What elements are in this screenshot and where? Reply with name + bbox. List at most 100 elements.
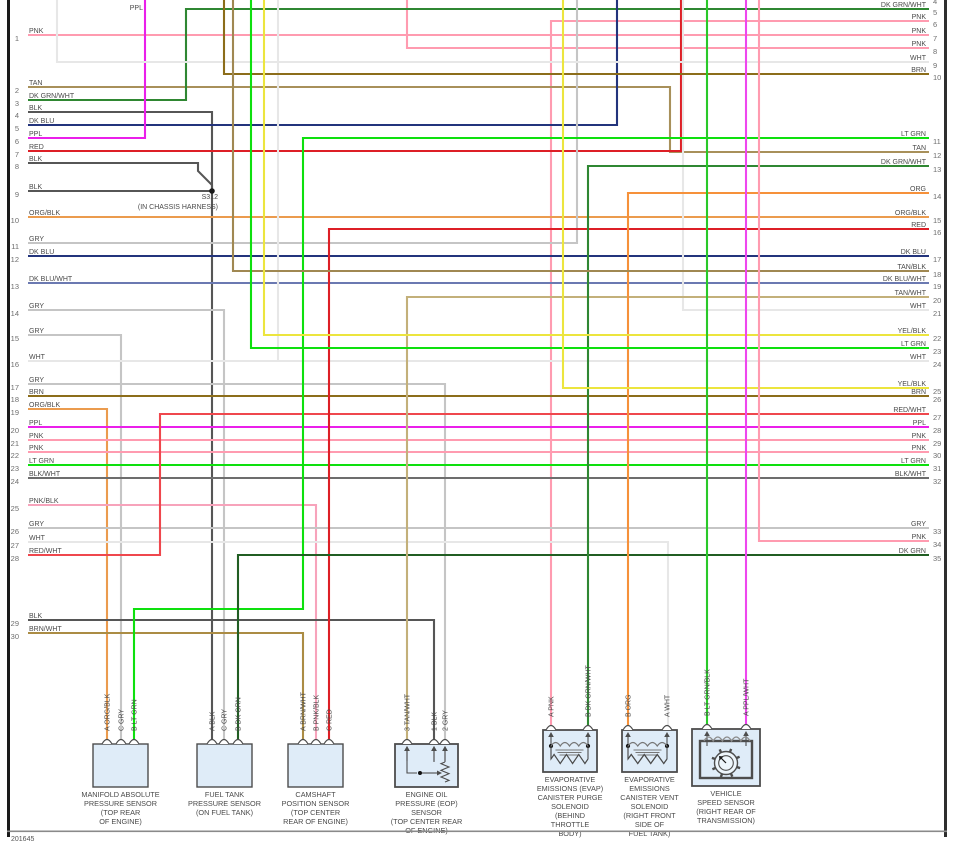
left-wire-color-label: DK BLU (29, 249, 54, 256)
component-caption-line: BODY) (558, 829, 581, 838)
component-caption-line: SENSOR (411, 808, 442, 817)
splice-note: (IN CHASSIS HARNESS) (138, 204, 218, 211)
connector-pin-arc (582, 724, 594, 731)
left-wire-color-label: BLK (29, 105, 43, 112)
connector-pin-arc (401, 738, 413, 745)
right-pin-number: 29 (933, 439, 941, 448)
right-wire-color-label: PPL (913, 420, 926, 427)
right-wire-color-label: DK GRN/WHT (881, 159, 927, 166)
left-wire-color-label: GRY (29, 236, 44, 243)
gear-tooth (711, 766, 717, 771)
border-right (944, 0, 947, 837)
left-wire-color-label: TAN (29, 80, 42, 87)
left-pin-number: 19 (11, 408, 19, 417)
resistor-zigzag-icon (627, 753, 668, 765)
wire-blk (28, 161, 214, 191)
right-pin-number: 28 (933, 426, 941, 435)
right-wire-color-label: PNK (912, 534, 927, 541)
pin-label: B LT GRN/BLK (705, 669, 712, 716)
connector-pin-arc (701, 723, 713, 730)
component-caption-line: (RIGHT REAR OF (696, 807, 756, 816)
component-caption-line: FUEL TANK (205, 790, 244, 799)
right-pin-number: 16 (933, 228, 941, 237)
pin-label: A PNK (549, 696, 556, 717)
page-border: 201645 (7, 0, 947, 843)
left-wire-color-label: PNK (29, 433, 44, 440)
pin-label: C GRY (222, 709, 229, 731)
pin-label: B DK GRN (236, 697, 243, 731)
left-wire-color-label: BLK (29, 613, 43, 620)
right-wire-color-label: BLK/WHT (895, 471, 927, 478)
component-caption-line: FUEL TANK) (629, 829, 671, 838)
right-pin-number: 24 (933, 360, 941, 369)
right-wire-color-label: ORG (910, 186, 926, 193)
right-pin-number: 20 (933, 296, 941, 305)
right-wire-color-label: RED (911, 222, 926, 229)
connector-pin-arc (310, 738, 322, 745)
left-pin-number: 15 (11, 334, 19, 343)
right-wire-color-label: DK GRN (899, 548, 926, 555)
component-manifold-absolute-pressure-sensor: A ORG/BLK C GRY B LT GRN MANIFOLD ABSOLUTEP… (81, 693, 159, 826)
connector-pin-arc (661, 724, 673, 731)
pin-label: 1 BLK (432, 712, 439, 731)
left-pin-number: 24 (11, 477, 19, 486)
left-wire-color-label: WHT (29, 354, 46, 361)
component-caption-line: EMISSIONS (EVAP) (537, 784, 603, 793)
right-pin-number: 23 (933, 347, 941, 356)
right-wire-color-label: TAN/BLK (897, 264, 926, 271)
right-wire-color-label: DK BLU (901, 249, 926, 256)
right-pin-number: 4 (933, 0, 937, 6)
pin-label: 3 TAN/WHT (405, 693, 412, 731)
right-pin-number: 7 (933, 34, 937, 43)
pin-label: B PNK/BLK (314, 694, 321, 731)
wire-dk-grn (236, 553, 929, 745)
wire-ppl (28, 0, 147, 140)
pin-label: C RED (327, 709, 334, 731)
wire-tan-wht (405, 295, 929, 745)
pin-label: B ORG (626, 694, 633, 717)
wire-pnk (549, 19, 929, 731)
left-pin-number: 25 (11, 504, 19, 513)
left-pin-number: 21 (11, 439, 19, 448)
right-pin-number: 25 (933, 387, 941, 396)
left-pin-number: 3 (15, 99, 19, 108)
arrowhead-icon (548, 732, 554, 737)
gear-tooth (729, 772, 734, 778)
splice-s312: S312 (IN CHASSIS HARNESS) (138, 188, 218, 211)
arrowhead-icon (704, 731, 710, 736)
right-pin-number: 31 (933, 464, 941, 473)
component-caption-line: PRESSURE SENSOR (84, 799, 157, 808)
left-wire-color-label: GRY (29, 328, 44, 335)
right-pin-number: 15 (933, 216, 941, 225)
right-wire-color-label: WHT (910, 303, 927, 310)
left-pin-number: 18 (11, 395, 19, 404)
arrowhead-icon (664, 732, 670, 737)
component-caption-line: THROTTLE (551, 820, 590, 829)
component-caption-line: SPEED SENSOR (697, 798, 755, 807)
left-pin-number: 17 (11, 383, 19, 392)
potentiometer-icon (439, 761, 451, 783)
component-caption-line: SIDE OF (635, 820, 665, 829)
wire-wht (55, 0, 929, 64)
pin-label: B LT GRN (132, 699, 139, 731)
coil-icon (550, 741, 589, 748)
connector-pin-arc (622, 724, 634, 731)
left-wire-color-label: PNK/BLK (29, 498, 59, 505)
footer-diagram-code: 201645 (11, 836, 34, 843)
left-pin-number: 7 (15, 150, 19, 159)
right-wire-color-label: LT GRN (901, 458, 926, 465)
left-wire-color-label: BRN/WHT (29, 626, 62, 633)
left-wire-color-label: PNK (29, 28, 44, 35)
left-pin-number: 22 (11, 451, 19, 460)
connector-pin-arc (218, 738, 230, 745)
coil-icon (627, 741, 668, 748)
wire-pnk-blk (28, 503, 318, 745)
gear-tooth (736, 765, 741, 770)
left-wire-color-label: RED (29, 144, 44, 151)
wire-dk-grn-wht (28, 7, 929, 102)
left-pin-column: 1 PNK 2 TAN 3 DK GRN/WHT 4 BLK 5 DK BLU 6 PPL 7 RED 8 B… (11, 28, 75, 641)
left-wire-color-label: GRY (29, 303, 44, 310)
